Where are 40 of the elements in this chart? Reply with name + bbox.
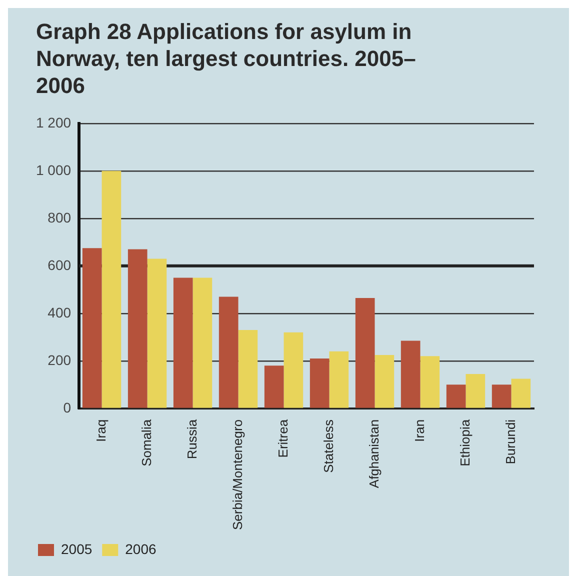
bar [492,384,512,408]
y-tick-label: 1 000 [36,162,72,178]
bar [466,374,486,408]
bar [400,340,420,408]
bar [173,278,193,408]
bar [192,278,212,408]
bar [329,351,349,408]
bar [238,330,258,408]
bar [355,298,375,408]
x-tick-label: Afghanistan [366,419,382,488]
y-tick-label: 400 [48,304,72,320]
bar [511,378,531,408]
y-tick-label: 800 [48,209,72,226]
x-tick-label: Somalia [138,418,154,466]
x-tick-label: Burundi [502,419,518,464]
x-tick-label: Ethiopia [457,418,472,466]
bar [82,248,102,408]
x-tick-label: Russia [184,418,200,460]
bar [374,354,394,408]
x-tick-label: Eritrea [275,418,290,458]
bar [310,358,330,408]
x-tick-label: Serbia/Montenegro [230,419,245,530]
legend-label: 2005 [61,540,92,557]
bar [446,384,466,408]
x-tick-label: Iraq [93,419,108,442]
bar [128,249,148,408]
bar [147,258,167,408]
x-tick-label: Stateless [320,418,336,473]
chart-title: Graph 28 Applications for asylum in Norway, ten largest countries. 2005–2006 [36,18,417,99]
bar [420,356,440,408]
legend-label: 2006 [125,540,157,557]
y-tick-label: 600 [48,256,72,273]
x-tick-label: Iran [412,419,427,442]
y-tick-label: 0 [63,399,72,416]
bar [284,332,304,408]
y-tick-label: 200 [48,352,72,368]
y-tick-label: 1 200 [36,114,72,130]
bar [218,296,238,408]
bar [264,366,284,408]
bar [102,170,122,408]
